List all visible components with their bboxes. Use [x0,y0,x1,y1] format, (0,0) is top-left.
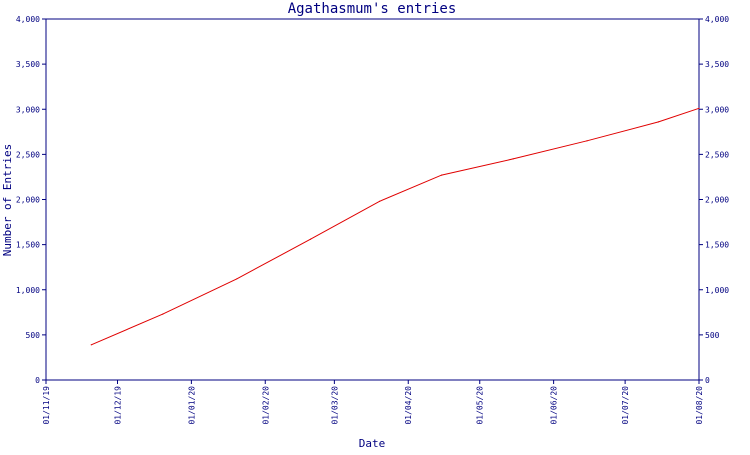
x-axis-label: Date [359,437,386,450]
x-tick-label: 01/01/20 [187,386,196,425]
y-tick-label-left: 2,500 [16,150,40,159]
data-point [309,238,312,240]
y-tick-label-right: 3,500 [705,60,729,69]
data-point [379,200,381,202]
x-tick-label: 01/08/20 [695,386,704,425]
data-point [162,313,164,315]
y-tick-label-left: 2,000 [16,196,40,205]
x-tick-label: 01/05/20 [476,386,485,425]
plot-area: 0 0 500 500 1,000 1,000 1,500 1,500 2,000 2,000 2,… [16,15,729,425]
data-point [586,140,588,142]
y-tick-label-left: 4,000 [16,15,40,24]
x-tick-label: 01/06/20 [550,386,559,425]
data-point [441,174,443,176]
y-axis-label: Number of Entries [1,144,14,257]
y-tick-label-right: 2,000 [705,196,729,205]
chart-title: Agathasmum's entries [288,1,457,17]
y-tick-label-right: 1,500 [705,241,729,250]
y-tick-label-right: 500 [705,331,720,340]
y-tick-label-left: 1,500 [16,241,40,250]
y-tick-label-right: 1,000 [705,286,729,295]
y-tick-label-left: 1,000 [16,286,40,295]
y-tick-label-right: 0 [705,376,710,385]
y-tick-label-right: 3,000 [705,105,729,114]
x-tick-label: 01/12/19 [113,386,122,425]
x-tick-label: 01/07/20 [621,386,630,425]
x-tick-label: 01/04/20 [404,386,413,425]
x-tick-label: 01/02/20 [261,386,270,425]
y-tick-label-right: 2,500 [705,150,729,159]
y-tick-label-left: 0 [35,376,40,385]
data-point [90,344,92,346]
x-tick-label: 01/11/19 [42,386,51,425]
y-tick-label-left: 500 [26,331,41,340]
data-point [657,121,660,123]
x-tick-label: 01/03/20 [330,386,339,425]
y-tick-label-left: 3,500 [16,60,40,69]
y-tick-label-left: 3,000 [16,105,40,114]
data-point [512,158,514,160]
data-point [236,278,238,280]
series-line [91,107,700,346]
data-point [698,107,700,109]
y-tick-label-right: 4,000 [705,15,729,24]
